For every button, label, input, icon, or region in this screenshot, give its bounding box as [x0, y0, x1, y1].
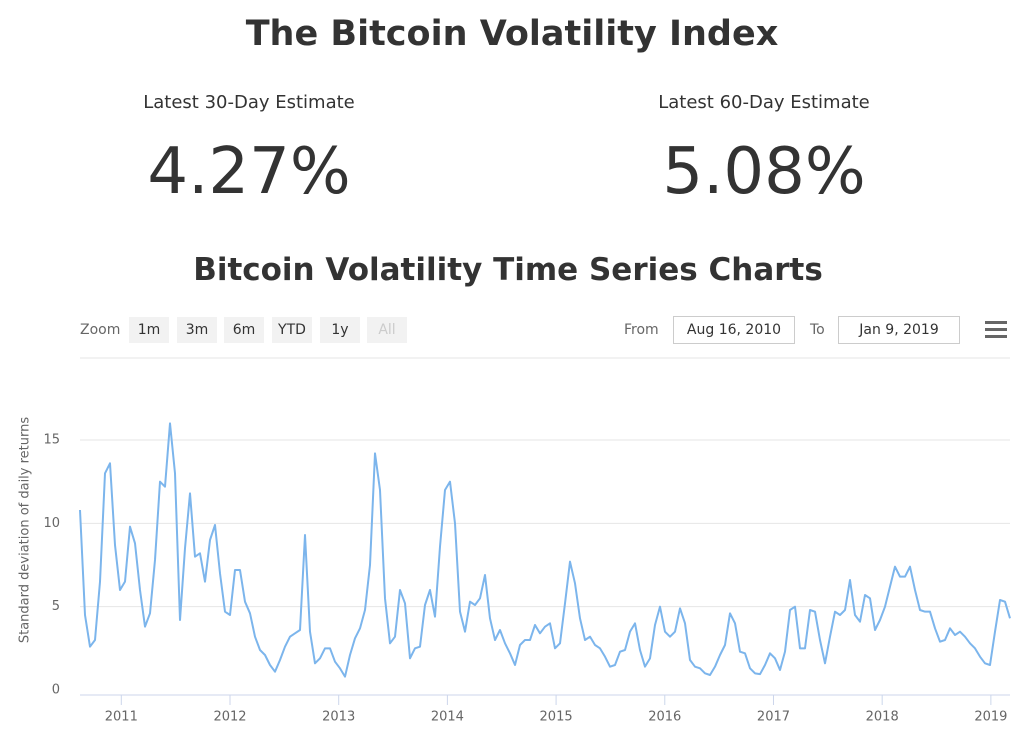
x-tick-label: 2017 [757, 710, 790, 725]
y-tick-label: 5 [52, 599, 60, 614]
zoom-button[interactable]: YTD [272, 317, 312, 343]
zoom-label: Zoom [80, 322, 121, 338]
y-tick-label: 0 [52, 683, 60, 698]
zoom-button[interactable]: 1y [320, 317, 360, 343]
chart-title: Bitcoin Volatility Time Series Charts [193, 252, 823, 288]
y-axis-title: Standard deviation of daily returns [18, 417, 33, 644]
stat-label: Latest 30-Day Estimate [143, 92, 355, 113]
x-tick-label: 2012 [213, 710, 246, 725]
y-tick-label: 15 [43, 433, 60, 448]
x-tick-label: 2019 [974, 710, 1007, 725]
page-title: The Bitcoin Volatility Index [245, 14, 779, 54]
x-tick-label: 2016 [648, 710, 681, 725]
zoom-button: All [367, 317, 407, 343]
from-input[interactable]: Aug 16, 2010 [673, 316, 795, 344]
from-label: From [624, 322, 659, 338]
x-tick-label: 2015 [540, 710, 573, 725]
x-tick-label: 2014 [431, 710, 464, 725]
x-tick-label: 2018 [866, 710, 899, 725]
stat-value: 5.08% [662, 135, 866, 209]
zoom-button[interactable]: 1m [129, 317, 169, 343]
y-tick-label: 10 [43, 516, 60, 531]
volatility-line [79, 422, 1011, 678]
zoom-button[interactable]: 3m [177, 317, 217, 343]
stat-value: 4.27% [147, 135, 351, 209]
stat-label: Latest 60-Day Estimate [658, 92, 870, 113]
to-input[interactable]: Jan 9, 2019 [838, 316, 960, 344]
zoom-button[interactable]: 6m [224, 317, 264, 343]
to-label: To [810, 322, 825, 338]
x-tick-label: 2013 [322, 710, 355, 725]
x-tick-label: 2011 [105, 710, 138, 725]
menu-button[interactable] [985, 321, 1007, 339]
